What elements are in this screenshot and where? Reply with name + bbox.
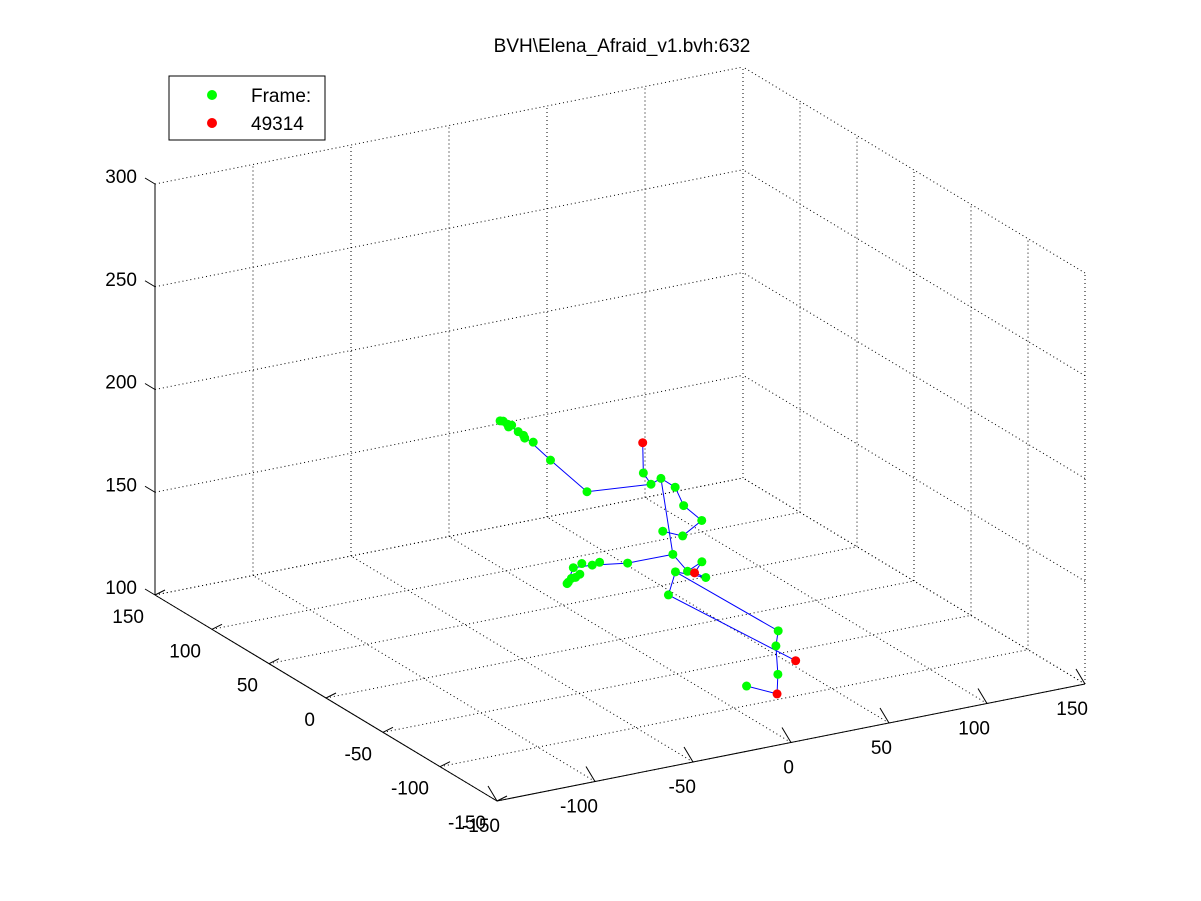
x-tick-label: -150: [462, 816, 500, 837]
x-tick-label: 0: [783, 758, 794, 779]
y-tick-mark: [211, 623, 223, 630]
y-tick-mark: [439, 761, 451, 768]
legend-box: [168, 75, 326, 141]
y-tick-label: 0: [304, 710, 315, 731]
x-tick-label: 100: [958, 719, 990, 740]
z-tick-mark: [144, 485, 156, 493]
legend-marker-number: [207, 118, 217, 128]
joint-point: [742, 681, 752, 691]
z-tick-mark: [144, 280, 156, 288]
bone-segment: [675, 571, 779, 695]
x-tick-label: -100: [560, 797, 598, 818]
z-tick-label: 250: [105, 270, 137, 291]
side-wall-grid-line: [742, 477, 1086, 685]
z-tick-label: 100: [105, 578, 137, 599]
x-tick-mark: [585, 766, 596, 782]
x-tick-mark: [683, 746, 694, 763]
end-effector-point: [638, 438, 648, 448]
joint-point: [670, 482, 680, 492]
x-tick-mark: [487, 785, 498, 802]
legend: Frame: 49314: [168, 75, 326, 141]
joint-point: [582, 487, 592, 497]
joint-point: [504, 422, 514, 432]
joint-point: [670, 567, 680, 577]
floor-grid-line: [448, 536, 792, 743]
legend-label-number: 49314: [251, 114, 304, 135]
joint-point: [587, 560, 597, 570]
chart-title: BVH\Elena_Afraid_v1.bvh:632: [494, 36, 751, 57]
y-tick-label: -150: [448, 813, 486, 834]
joint-point: [646, 479, 656, 489]
y-tick-label: 150: [112, 607, 144, 628]
joint-point: [773, 669, 783, 679]
joint-point: [668, 549, 678, 559]
z-tick-mark: [144, 383, 156, 390]
floor-grid-line: [350, 555, 694, 763]
joint-point: [663, 590, 673, 600]
y-tick-mark: [382, 726, 394, 733]
z-tick-label: 200: [105, 373, 137, 394]
joint-point: [528, 437, 538, 447]
z-tick-mark: [144, 588, 156, 596]
x-tick-mark: [1075, 668, 1086, 685]
side-wall-grid-line: [742, 272, 1086, 479]
joint-point: [679, 501, 689, 511]
joint-point: [697, 515, 707, 525]
legend-label-frame: Frame:: [251, 86, 311, 107]
x-tick-label: 50: [871, 738, 892, 759]
joint-point: [658, 526, 668, 536]
joint-point: [568, 563, 578, 573]
joint-point: [771, 641, 781, 651]
joint-point: [595, 557, 605, 567]
joint-point: [545, 455, 555, 465]
y-tick-mark: [496, 795, 508, 802]
end-effector-point: [772, 689, 782, 699]
y-tick-mark: [154, 589, 166, 596]
floor-grid-line: [252, 575, 596, 782]
joint-point: [697, 557, 707, 567]
side-wall-grid-line: [742, 374, 1086, 582]
skeleton-joints: [495, 416, 801, 699]
x-tick-mark: [977, 688, 988, 704]
side-wall-grid-line: [742, 66, 1086, 274]
x-tick-mark: [879, 707, 890, 724]
y-tick-mark: [268, 658, 280, 665]
legend-marker-frame: [207, 90, 217, 100]
axes-3d: -150 -100 -50 0 50 100 150 -150 -100 -50 0 50 100 150…: [105, 66, 1088, 837]
joint-point: [638, 468, 648, 478]
x-tick-label: -50: [669, 777, 696, 798]
y-tick-mark: [325, 692, 337, 699]
x-tick-label: 150: [1056, 699, 1088, 720]
y-tick-label: -100: [391, 779, 429, 800]
x-tick-mark: [781, 727, 792, 743]
z-tick-mark: [144, 177, 156, 185]
joint-point: [678, 531, 688, 541]
z-tick-label: 300: [105, 167, 137, 188]
joint-point: [701, 572, 711, 582]
joint-point: [656, 473, 666, 483]
side-wall-grid-line: [742, 169, 1086, 377]
joint-point: [562, 579, 572, 589]
floor-grid-line: [644, 497, 988, 704]
joint-point: [623, 558, 633, 568]
joint-point: [683, 566, 693, 576]
joint-point: [773, 626, 783, 636]
end-effector-point: [791, 656, 801, 666]
joint-point: [495, 416, 505, 426]
end-effector-point: [690, 568, 700, 578]
y-tick-label: -50: [345, 744, 372, 765]
floor-grid-line: [546, 516, 890, 724]
y-tick-label: 100: [169, 641, 201, 662]
z-tick-label: 150: [105, 475, 137, 496]
y-tick-label: 50: [237, 676, 258, 697]
joint-point: [577, 559, 587, 569]
joint-point: [519, 430, 529, 440]
